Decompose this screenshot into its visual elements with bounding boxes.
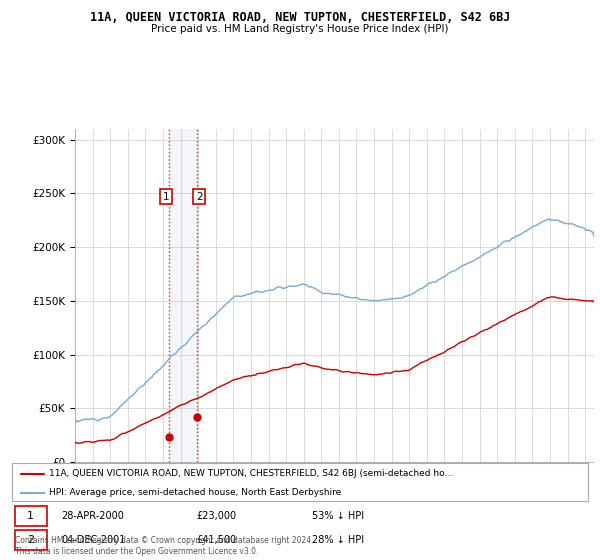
Text: Contains HM Land Registry data © Crown copyright and database right 2024.
This d: Contains HM Land Registry data © Crown c… [15,536,314,556]
Text: 11A, QUEEN VICTORIA ROAD, NEW TUPTON, CHESTERFIELD, S42 6BJ (semi-detached ho…: 11A, QUEEN VICTORIA ROAD, NEW TUPTON, CH… [49,469,454,478]
Text: 53% ↓ HPI: 53% ↓ HPI [311,511,364,521]
Text: 2: 2 [27,535,34,545]
Text: £23,000: £23,000 [196,511,236,521]
Text: 2: 2 [196,192,203,202]
FancyBboxPatch shape [15,530,47,550]
Text: 11A, QUEEN VICTORIA ROAD, NEW TUPTON, CHESTERFIELD, S42 6BJ: 11A, QUEEN VICTORIA ROAD, NEW TUPTON, CH… [90,11,510,24]
Text: HPI: Average price, semi-detached house, North East Derbyshire: HPI: Average price, semi-detached house,… [49,488,341,497]
Text: £41,500: £41,500 [196,535,236,545]
Text: 04-DEC-2001: 04-DEC-2001 [61,535,125,545]
Text: 1: 1 [163,192,169,202]
FancyBboxPatch shape [15,506,47,526]
Bar [169,129,197,462]
Text: Price paid vs. HM Land Registry's House Price Index (HPI): Price paid vs. HM Land Registry's House … [151,24,449,34]
Text: 28% ↓ HPI: 28% ↓ HPI [311,535,364,545]
Text: 1: 1 [27,511,34,521]
Text: 28-APR-2000: 28-APR-2000 [61,511,124,521]
